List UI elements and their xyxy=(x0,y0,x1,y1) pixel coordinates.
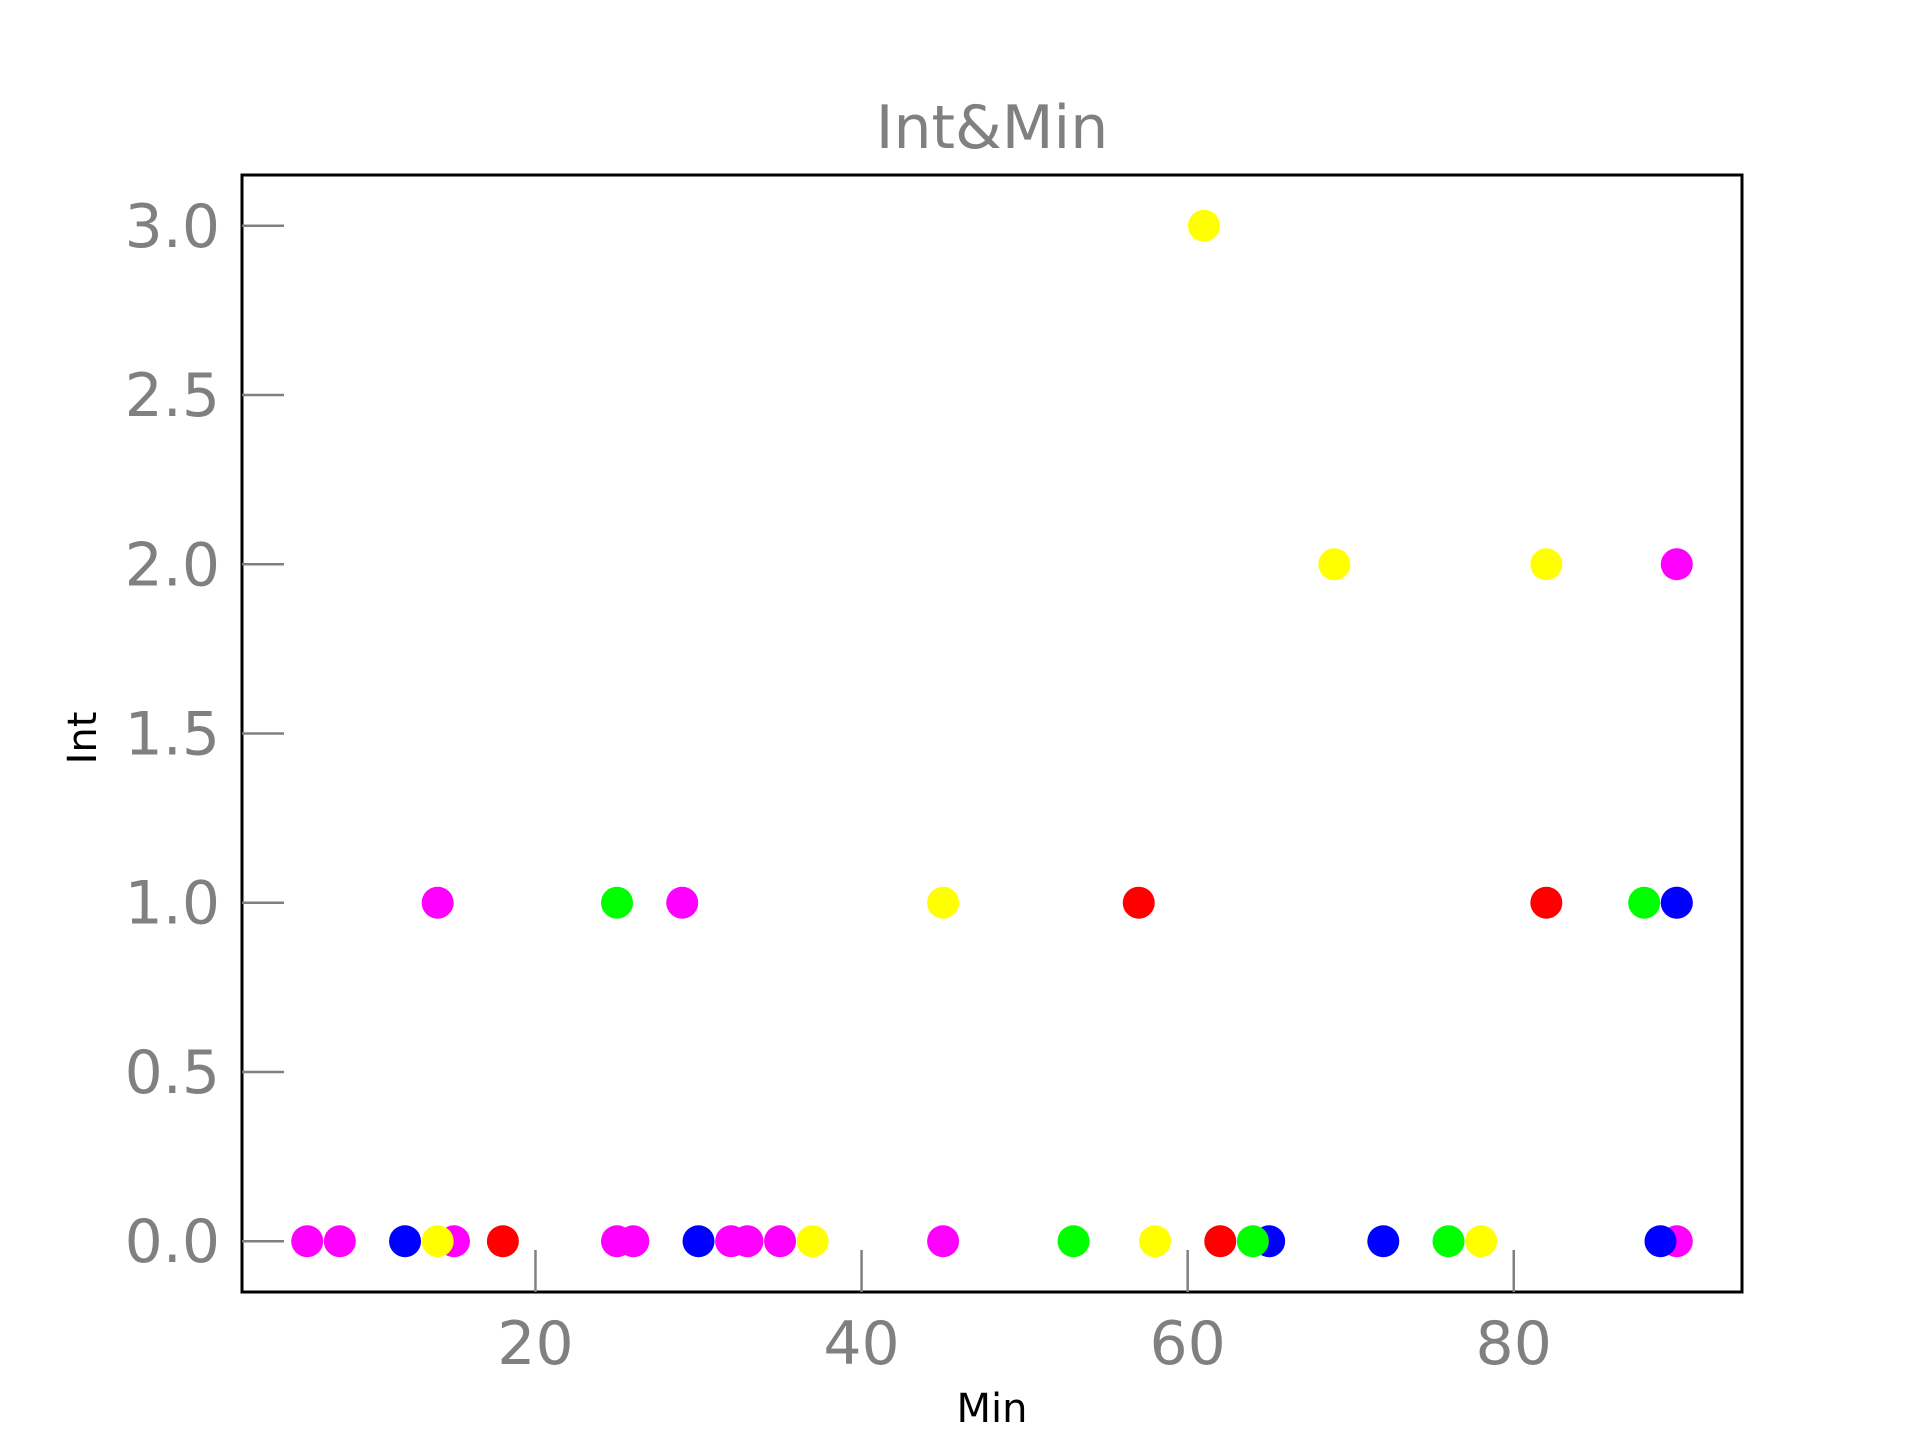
y-tick-label: 0.5 xyxy=(125,1038,220,1108)
data-point xyxy=(601,886,633,919)
data-point xyxy=(1367,1225,1400,1258)
data-point xyxy=(421,1225,454,1258)
data-point xyxy=(486,1225,519,1258)
data-point xyxy=(1530,886,1563,919)
x-axis-label: Min xyxy=(957,1386,1028,1432)
y-tick-label: 2.0 xyxy=(125,530,220,600)
data-point xyxy=(1204,1225,1237,1258)
data-point xyxy=(1660,548,1693,581)
data-point xyxy=(1057,1225,1090,1258)
data-point xyxy=(1530,548,1563,581)
data-point xyxy=(666,886,699,919)
data-point xyxy=(1318,548,1351,581)
data-point xyxy=(1187,209,1220,242)
data-point xyxy=(1432,1225,1465,1258)
y-tick-label: 0.0 xyxy=(125,1207,220,1277)
data-point xyxy=(927,886,960,919)
y-tick-label: 2.5 xyxy=(125,361,220,431)
data-point xyxy=(1236,1225,1269,1258)
data-point xyxy=(1628,886,1661,919)
data-point xyxy=(389,1225,422,1258)
y-tick-label: 1.5 xyxy=(125,700,220,770)
x-tick-label: 60 xyxy=(1149,1309,1225,1379)
y-tick-label: 1.0 xyxy=(125,869,220,939)
data-point xyxy=(617,1225,650,1258)
y-axis-label: Int xyxy=(60,712,106,765)
x-tick-label: 20 xyxy=(497,1309,573,1379)
data-point xyxy=(796,1225,829,1258)
data-point xyxy=(323,1225,356,1258)
data-point xyxy=(682,1225,715,1258)
data-point xyxy=(1644,1225,1677,1258)
data-point xyxy=(1139,1225,1172,1258)
x-axis: 20 40 60 80 xyxy=(497,1250,1552,1379)
plot-frame xyxy=(240,173,1744,1294)
x-tick-label: 40 xyxy=(823,1309,899,1379)
data-point xyxy=(1465,1225,1498,1258)
data-point xyxy=(764,1225,797,1258)
y-axis: 0.0 0.5 1.0 1.5 2.0 2.5 3.0 xyxy=(125,192,284,1277)
data-point xyxy=(731,1225,764,1258)
data-points xyxy=(291,209,1693,1258)
data-point xyxy=(421,886,454,919)
chart-title: Int&Min xyxy=(876,93,1109,163)
x-tick-label: 80 xyxy=(1476,1309,1552,1379)
data-point xyxy=(927,1225,960,1258)
data-point xyxy=(291,1225,324,1258)
data-point xyxy=(1660,886,1693,919)
data-point xyxy=(1122,886,1155,919)
y-tick-label: 3.0 xyxy=(125,192,220,262)
